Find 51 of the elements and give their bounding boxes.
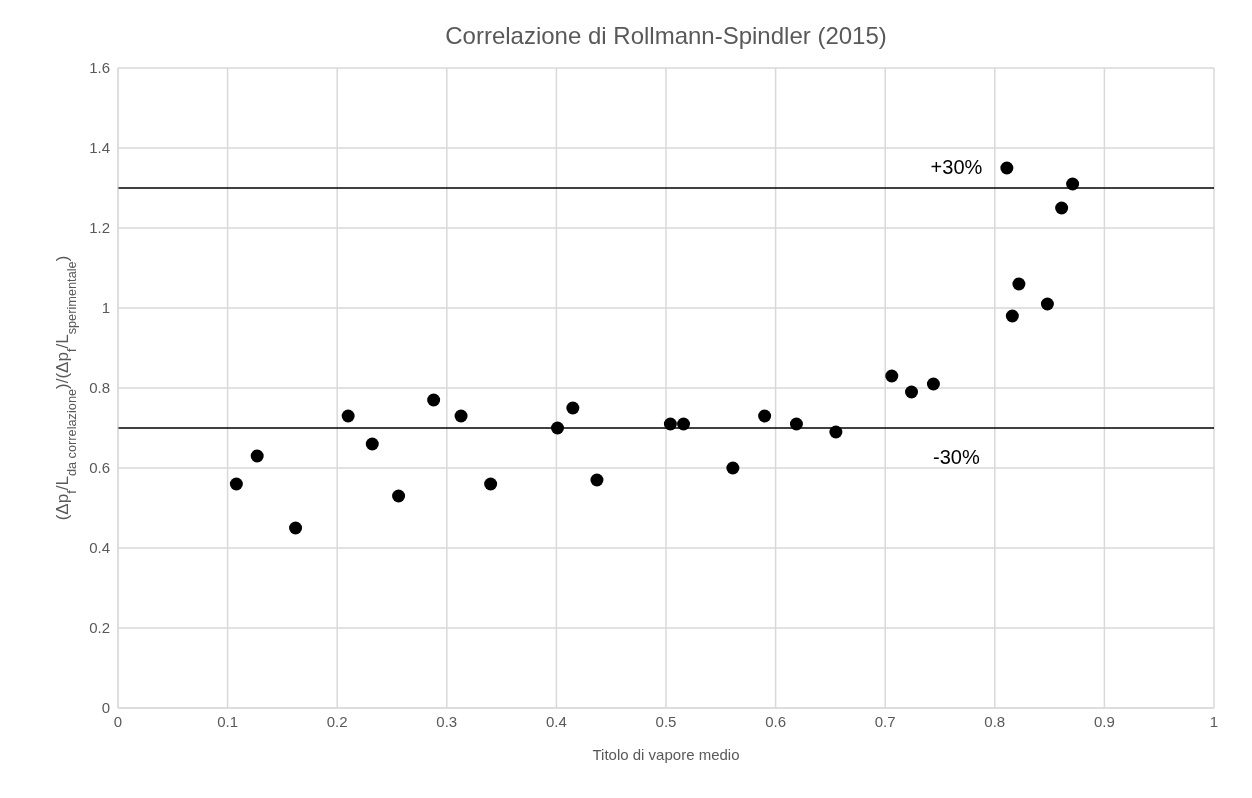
x-tick-label: 0.4 bbox=[545, 712, 567, 730]
point bbox=[829, 425, 843, 439]
annotation: -30% bbox=[933, 446, 980, 468]
x-tick-label: 0.5 bbox=[655, 712, 677, 730]
y-tick-label: 1.2 bbox=[89, 219, 110, 237]
point bbox=[1012, 277, 1026, 291]
point bbox=[551, 421, 564, 435]
point bbox=[454, 409, 468, 423]
point bbox=[1066, 177, 1080, 191]
x-tick-label: 0.1 bbox=[217, 712, 239, 730]
y-tick-label: 0.2 bbox=[89, 619, 110, 637]
x-tick-label: 0 bbox=[113, 712, 123, 730]
x-tick-label: 0.2 bbox=[326, 712, 348, 730]
x-tick-label: 0.7 bbox=[874, 712, 896, 730]
point bbox=[427, 393, 441, 407]
point bbox=[1005, 309, 1019, 323]
point bbox=[566, 401, 580, 415]
point bbox=[885, 369, 899, 383]
point bbox=[789, 417, 803, 431]
x-axis-title: Titolo di vapore medio bbox=[592, 746, 740, 763]
x-tick-label: 0.8 bbox=[984, 712, 1006, 730]
point bbox=[726, 461, 740, 475]
point bbox=[663, 417, 677, 431]
x-tick-label: 0.9 bbox=[1093, 712, 1115, 730]
x-tick-label: 0.6 bbox=[765, 712, 787, 730]
y-tick-label: 1.6 bbox=[89, 59, 110, 77]
annotation: +30% bbox=[930, 156, 983, 178]
y-tick-label: 0.6 bbox=[89, 459, 110, 477]
point bbox=[484, 477, 498, 491]
point bbox=[926, 377, 940, 391]
point bbox=[250, 449, 264, 463]
point bbox=[590, 473, 604, 487]
point bbox=[1000, 161, 1014, 175]
y-tick-label: 0 bbox=[101, 699, 110, 717]
y-tick-label: 0.8 bbox=[89, 379, 110, 397]
point bbox=[365, 437, 379, 451]
point bbox=[392, 489, 406, 503]
y-tick-label: 0.4 bbox=[89, 539, 110, 557]
y-tick-label: 1.4 bbox=[89, 139, 110, 157]
x-tick-label: 0.3 bbox=[436, 712, 458, 730]
point bbox=[758, 409, 772, 423]
point bbox=[905, 385, 918, 399]
point bbox=[1040, 297, 1054, 311]
point bbox=[289, 521, 303, 535]
point bbox=[1055, 201, 1069, 215]
chart-title: Correlazione di Rollmann-Spindler (2015) bbox=[445, 22, 887, 49]
y-tick-label: 1 bbox=[101, 299, 110, 317]
point bbox=[229, 477, 243, 491]
point bbox=[677, 417, 691, 431]
x-tick-label: 1 bbox=[1209, 712, 1219, 730]
point bbox=[341, 409, 355, 423]
